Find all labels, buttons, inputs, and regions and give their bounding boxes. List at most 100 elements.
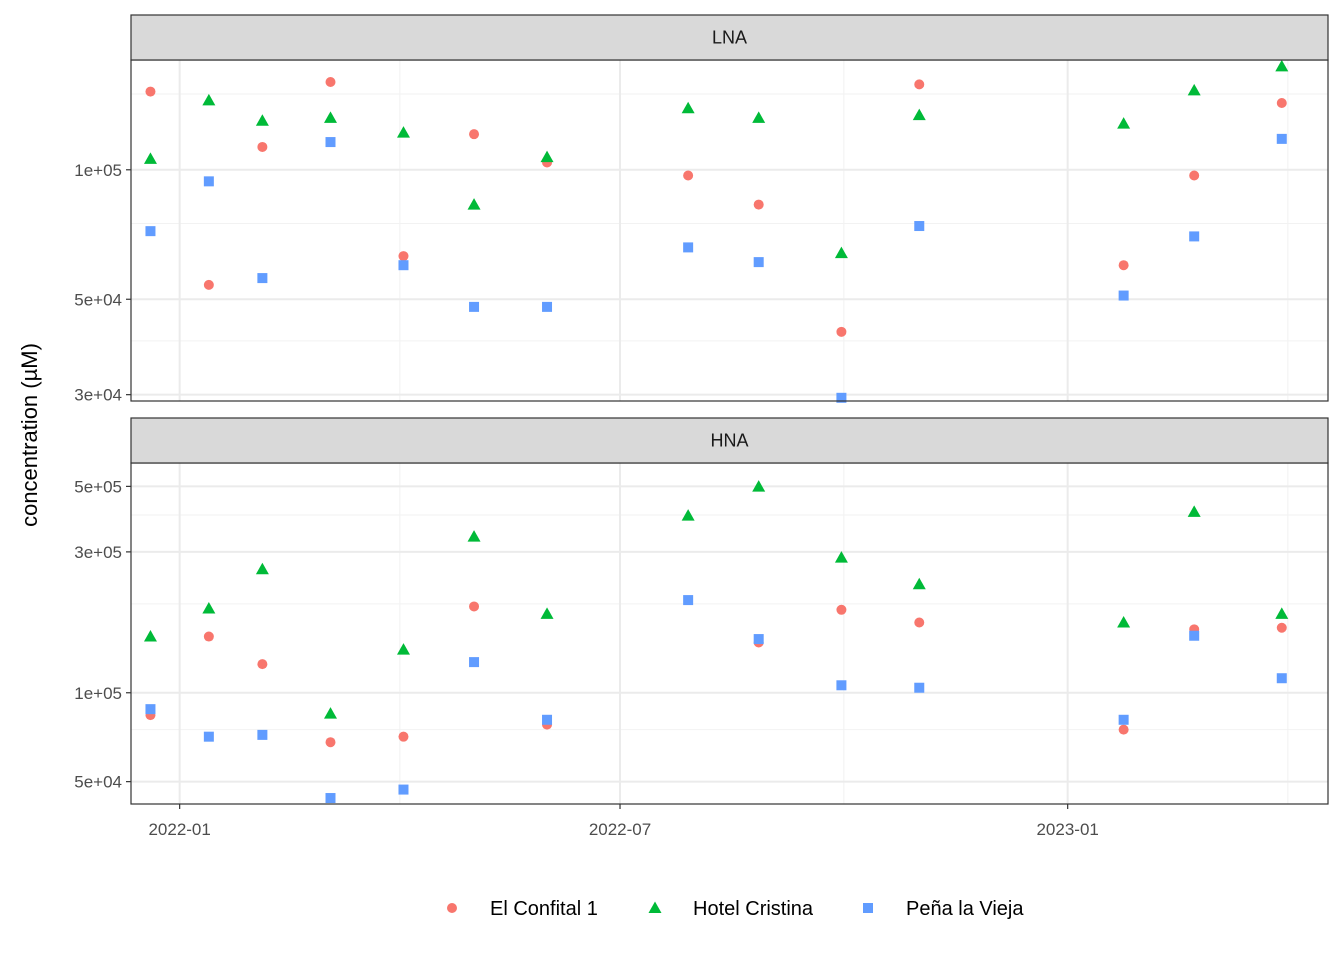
- point-circle: [325, 76, 336, 87]
- point-square: [914, 221, 925, 232]
- y-tick-label: 3e+05: [74, 543, 122, 562]
- point-triangle: [1117, 117, 1131, 129]
- point-triangle: [143, 152, 157, 164]
- point-triangle: [1275, 59, 1289, 72]
- point-triangle: [467, 198, 481, 210]
- y-tick-label: 3e+04: [74, 386, 122, 405]
- point-triangle: [1187, 83, 1201, 96]
- point-circle: [203, 279, 214, 290]
- point-triangle: [1117, 615, 1131, 628]
- point-circle: [914, 617, 925, 628]
- point-square: [683, 595, 694, 606]
- x-tick-label: 2022-01: [148, 820, 210, 839]
- point-circle: [398, 731, 409, 742]
- x-tick-label: 2022-07: [589, 820, 651, 839]
- point-triangle: [912, 108, 926, 121]
- point-circle: [836, 604, 847, 615]
- point-triangle: [540, 607, 554, 619]
- point-triangle: [255, 114, 269, 126]
- point-triangle: [681, 101, 695, 114]
- legend: El Confital 1 Hotel Cristina Peña la Vieja: [447, 898, 1024, 920]
- point-square: [203, 176, 214, 187]
- point-circle: [469, 129, 480, 140]
- point-square: [753, 257, 764, 268]
- point-square: [753, 634, 764, 645]
- point-square: [1276, 673, 1287, 684]
- point-triangle: [540, 150, 554, 163]
- point-circle: [257, 141, 268, 152]
- point-circle: [914, 79, 925, 90]
- point-square: [1189, 231, 1200, 242]
- point-circle: [203, 631, 214, 642]
- point-square: [836, 392, 847, 403]
- point-triangle: [752, 480, 766, 492]
- legend-item: Hotel Cristina: [648, 898, 814, 920]
- point-square: [203, 731, 214, 742]
- point-square: [469, 657, 480, 668]
- point-square: [1189, 630, 1200, 641]
- point-triangle: [202, 601, 216, 614]
- x-tick-label: 2023-01: [1036, 820, 1098, 839]
- point-circle: [1276, 97, 1287, 108]
- panel-background: [131, 60, 1328, 401]
- point-triangle: [324, 111, 337, 123]
- facet-strip: [130, 14, 1329, 61]
- facet-strip-label: LNA: [712, 28, 747, 48]
- panel-hna: HNA 5e+04 1e+05 3e+05 5e+05: [74, 417, 1329, 805]
- point-square: [1118, 290, 1129, 301]
- point-triangle: [324, 707, 337, 719]
- point-triangle: [396, 126, 410, 138]
- panel-lna: LNA 3e+04 5e+04 1e+05: [74, 14, 1329, 405]
- point-triangle: [467, 530, 481, 542]
- y-tick-label: 1e+05: [74, 161, 122, 180]
- point-triangle: [143, 630, 157, 642]
- legend-label: Hotel Cristina: [693, 898, 814, 920]
- point-circle: [398, 251, 409, 262]
- point-triangle: [912, 577, 926, 590]
- point-circle: [836, 326, 847, 337]
- legend-label: El Confital 1: [490, 898, 598, 920]
- point-square: [683, 242, 694, 253]
- point-triangle: [202, 93, 216, 106]
- point-triangle: [1187, 505, 1201, 517]
- facet-strip: [130, 417, 1329, 464]
- point-square: [257, 729, 268, 740]
- point-square: [914, 682, 925, 693]
- point-square: [398, 784, 409, 795]
- point-circle: [257, 659, 268, 670]
- point-circle: [1118, 724, 1129, 735]
- point-circle: [1118, 260, 1129, 271]
- facet-strip-label: HNA: [710, 431, 748, 451]
- point-circle: [469, 601, 480, 612]
- point-square: [1118, 714, 1129, 725]
- point-circle: [1276, 622, 1287, 633]
- point-square: [398, 260, 409, 271]
- point-triangle: [255, 562, 269, 575]
- point-square: [542, 714, 553, 725]
- legend-key-square: [863, 903, 873, 913]
- y-tick-label: 1e+05: [74, 684, 122, 703]
- point-square: [836, 680, 847, 691]
- point-triangle: [396, 643, 410, 655]
- point-square: [257, 273, 268, 284]
- y-tick-label: 5e+04: [74, 290, 122, 309]
- point-triangle: [834, 246, 848, 259]
- x-axis: 2022-01 2022-07 2023-01: [148, 804, 1099, 839]
- point-triangle: [1275, 607, 1289, 619]
- point-triangle: [834, 551, 848, 563]
- point-triangle: [752, 111, 766, 123]
- point-circle: [753, 199, 764, 210]
- point-square: [542, 301, 553, 312]
- legend-key-triangle: [648, 901, 662, 913]
- point-square: [145, 704, 156, 715]
- point-circle: [145, 86, 156, 97]
- legend-key-circle: [447, 903, 457, 913]
- y-tick-label: 5e+05: [74, 477, 122, 496]
- point-circle: [683, 170, 694, 181]
- legend-item: Peña la Vieja: [863, 898, 1024, 920]
- y-tick-label: 5e+04: [74, 773, 122, 792]
- legend-label: Peña la Vieja: [906, 898, 1024, 920]
- point-square: [145, 226, 156, 237]
- legend-item: El Confital 1: [447, 898, 598, 920]
